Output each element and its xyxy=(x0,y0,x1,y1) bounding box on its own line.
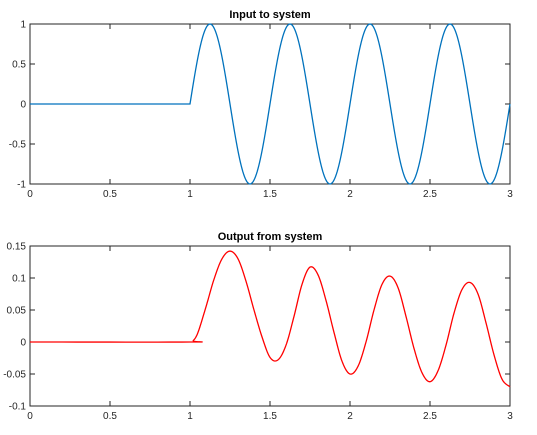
input-y-tick-label: 0 xyxy=(20,100,26,111)
input-series-line xyxy=(30,23,511,185)
input-x-tick-label: 2 xyxy=(347,189,353,200)
output-x-tick-label: 3 xyxy=(507,411,513,422)
input-x-tick-label: 1 xyxy=(187,189,193,200)
input-x-ticks: 0 0.5 1 1.5 2 2.5 3 xyxy=(27,24,513,200)
output-series-line xyxy=(30,250,511,388)
output-y-tick-label: -0.1 xyxy=(9,402,27,413)
output-x-ticks: 0 0.5 1 1.5 2 2.5 3 xyxy=(27,246,513,422)
input-y-tick-label: -1 xyxy=(17,180,26,191)
input-x-tick-label: 0.5 xyxy=(103,189,117,200)
input-x-tick-label: 0 xyxy=(27,189,33,200)
output-y-tick-label: 0 xyxy=(20,338,26,349)
input-axes: Input to system 0 0.5 1 1.5 2 2.5 3 -1 -0.5 0 0.5… xyxy=(9,9,513,200)
output-x-tick-label: 1.5 xyxy=(263,411,277,422)
input-y-tick-label: -0.5 xyxy=(9,140,27,151)
output-y-tick-label: 0.15 xyxy=(7,242,27,253)
input-y-tick-label: 1 xyxy=(20,20,26,31)
output-y-ticks: -0.1 -0.05 0 0.05 0.1 0.15 xyxy=(3,242,510,413)
input-x-tick-label: 1.5 xyxy=(263,189,277,200)
input-x-tick-label: 3 xyxy=(507,189,513,200)
output-axes-box xyxy=(29,245,511,407)
output-x-tick-label: 0.5 xyxy=(103,411,117,422)
output-y-tick-label: 0.1 xyxy=(12,274,26,285)
output-y-tick-label: 0.05 xyxy=(7,306,27,317)
output-x-tick-label: 2 xyxy=(347,411,353,422)
output-x-tick-label: 1 xyxy=(187,411,193,422)
input-y-ticks: -1 -0.5 0 0.5 1 xyxy=(9,20,510,191)
output-axes: Output from system 0 0.5 1 1.5 2 2.5 3 -0.1-0.… xyxy=(3,231,513,422)
input-y-tick-label: 0.5 xyxy=(12,60,26,71)
input-chart-title: Input to system xyxy=(229,9,311,21)
output-y-tick-label: -0.05 xyxy=(3,370,26,381)
output-x-tick-label: 2.5 xyxy=(423,411,437,422)
output-chart-title: Output from system xyxy=(218,231,323,243)
input-series xyxy=(30,23,511,185)
input-x-tick-label: 2.5 xyxy=(423,189,437,200)
output-x-tick-label: 0 xyxy=(27,411,33,422)
output-series xyxy=(30,250,511,388)
